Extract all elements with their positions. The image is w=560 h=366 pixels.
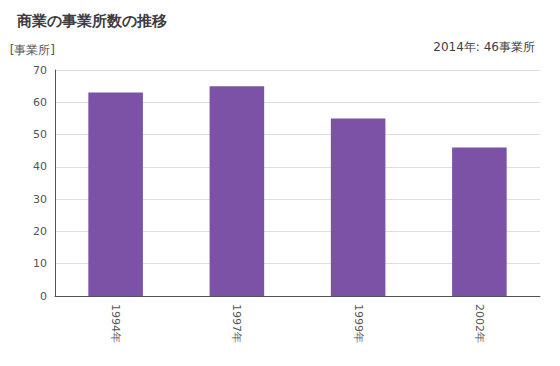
- svg-text:70: 70: [33, 64, 47, 77]
- svg-text:商業の事業所数の推移: 商業の事業所数の推移: [16, 12, 167, 30]
- svg-text:30: 30: [33, 193, 47, 206]
- svg-text:2014年: 46事業所: 2014年: 46事業所: [433, 40, 535, 54]
- svg-text:2002年: 2002年: [473, 304, 486, 343]
- svg-text:1999年: 1999年: [352, 304, 365, 343]
- svg-text:10: 10: [33, 257, 47, 270]
- svg-text:50: 50: [33, 128, 47, 141]
- svg-text:60: 60: [33, 96, 47, 109]
- svg-text:[事業所]: [事業所]: [10, 43, 55, 57]
- svg-text:20: 20: [33, 225, 47, 238]
- svg-text:1994年: 1994年: [109, 304, 122, 343]
- svg-text:40: 40: [33, 160, 47, 173]
- svg-text:1997年: 1997年: [230, 304, 243, 343]
- svg-text:0: 0: [40, 290, 47, 303]
